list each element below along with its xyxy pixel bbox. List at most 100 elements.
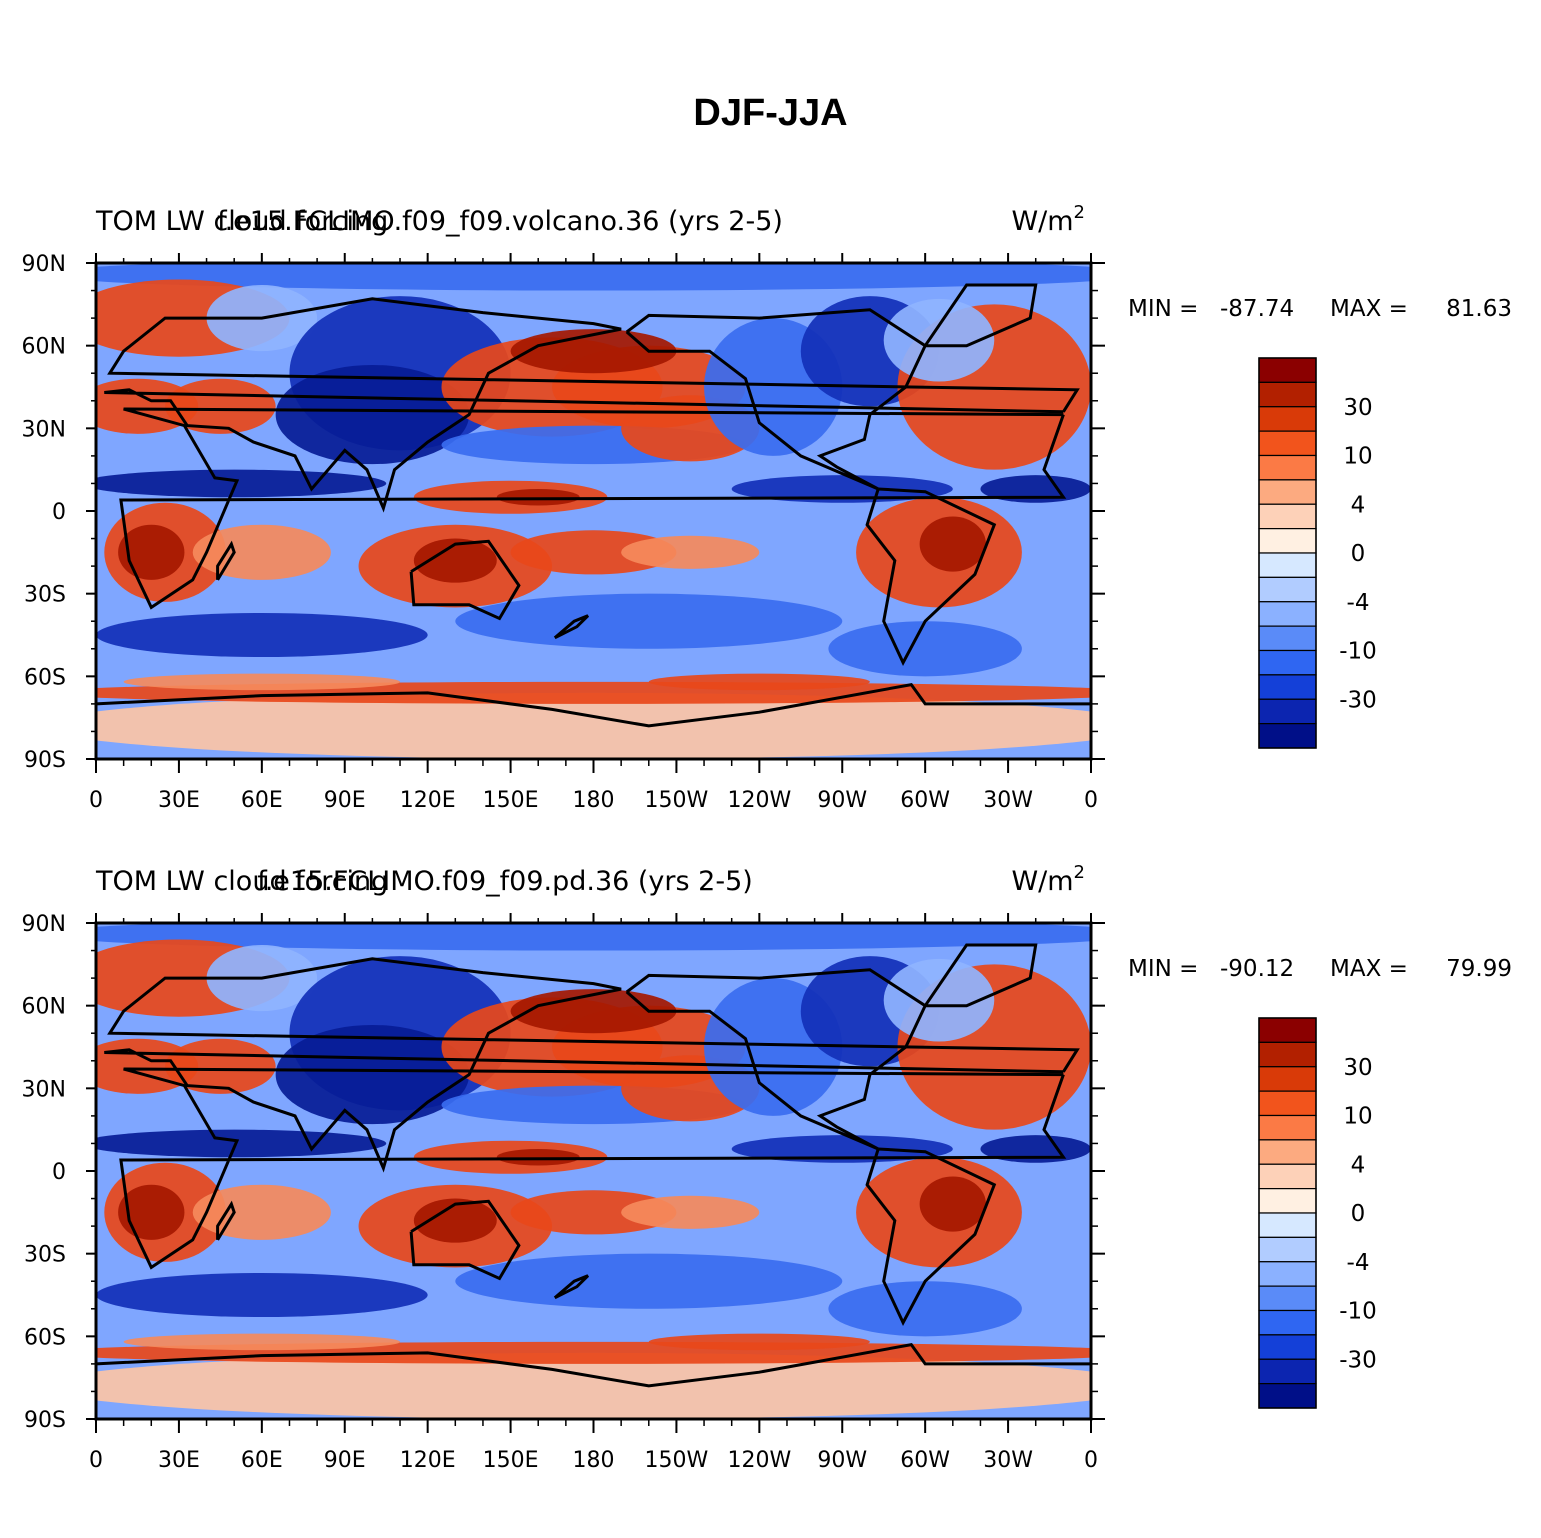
colorbar-label: -30 [1339,687,1377,713]
x-tick-label: 0 [89,1448,103,1473]
colorbar-swatch [1258,601,1317,627]
y-tick-label: 90N [22,912,66,937]
y-tick-label: 30S [24,1243,66,1268]
coastline [625,968,928,1151]
field-region [455,1253,843,1309]
x-tick-label: 30E [158,1448,200,1473]
colorbar-frame [1258,357,1317,749]
x-tick-label: 30W [983,788,1033,813]
y-tick-label: 60S [24,1325,66,1350]
panel-0-left-label: TOM LW cloud forcing [95,206,388,237]
coastline [216,540,236,581]
colorbar-swatch [1258,1236,1317,1263]
panel-1-units-sup: 2 [1074,862,1085,883]
coastline [104,957,1080,1173]
colorbar-swatch [1258,430,1317,457]
field-region [883,298,995,382]
field-region [510,530,677,575]
field-region [96,612,428,658]
coastline [104,297,1080,513]
field-region [413,1198,497,1243]
colorbar-label: 0 [1351,1201,1366,1227]
colorbar-swatch [1258,1041,1317,1068]
y-tick-label: 30N [22,417,66,442]
panel-0-units: W/m2 [1011,202,1085,237]
y-tick-label: 60S [24,665,66,690]
x-tick-label: 120W [727,788,791,813]
colorbar-swatch [1258,698,1317,725]
colorbar-swatch [1258,1066,1317,1092]
coastline [409,1199,521,1281]
x-tick-label: 90W [817,1448,867,1473]
colorbar-label: 0 [1351,541,1366,567]
colorbar-swatch [1258,1212,1317,1238]
x-tick-label: 60E [241,788,283,813]
page-title: DJF-JJA [693,92,848,134]
field-region [123,673,401,691]
y-tick-label: 60N [22,335,66,360]
field-region [165,1038,276,1094]
field-region [275,1024,470,1125]
colorbar-swatch [1258,552,1317,578]
field-region [496,1148,580,1166]
panel-1-units-base: W/m [1011,866,1073,897]
field-region [496,488,580,506]
x-tick-label: 180 [573,1448,615,1473]
field-region [919,516,986,572]
field-region [275,364,470,465]
panel-1-map [96,923,1091,1419]
coastline [216,1200,236,1241]
colorbar-swatch [1258,381,1317,408]
field-region [731,1135,953,1163]
panel-0-map [96,263,1091,759]
coastline [625,308,928,491]
colorbar-swatch [1258,357,1317,383]
coastline [96,682,1091,728]
coastline [923,283,1038,348]
panel-1-center-label: f.e15.FCLIMO.f09_f09.pd.36 (yrs 2-5) [257,866,753,897]
x-tick-label: 0 [1084,1448,1098,1473]
colorbar-label: -10 [1339,1299,1377,1325]
x-tick-label: 90W [817,788,867,813]
field-region [413,538,497,583]
coastline [865,487,997,666]
field-region [96,1352,1091,1419]
field-region [96,263,1091,291]
y-tick-label: 90N [22,252,66,277]
colorbar-swatch [1258,1358,1317,1385]
field-region [621,535,760,569]
field-region [118,524,185,580]
colorbar-swatch [1258,406,1317,432]
y-tick-label: 30S [24,583,66,608]
x-tick-label: 60W [900,1448,950,1473]
field-region [648,673,870,691]
panel-0-max-label: MAX = [1330,296,1408,322]
x-tick-label: 30W [983,1448,1033,1473]
colorbar-swatch [1258,674,1317,700]
panel-1-coastlines [96,943,1091,1388]
y-tick-label: 30N [22,1077,66,1102]
panel-0-units-base: W/m [1011,206,1073,237]
colorbar-swatch [1258,1285,1317,1312]
field-region [123,1333,401,1351]
colorbar-label: 4 [1351,1152,1366,1178]
colorbar-label: -4 [1347,590,1370,616]
x-tick-label: 60W [900,788,950,813]
panel-1-max-value: 79.99 [1446,956,1512,982]
colorbar-swatch [1258,1017,1317,1043]
field-region [96,692,1091,759]
x-tick-label: 150E [483,1448,539,1473]
panel-0-axes: 0 30E 60E 90E 120E 150E 180 150W 120W 90W 60W 30W 09… [22,252,1105,813]
colorbar-label: 30 [1343,1055,1372,1081]
panel-0-colorbar: 30 10 4 0 -4 -10 -30 [1258,357,1377,749]
panel-1-min-value: -90.12 [1220,956,1294,982]
coastline [865,1147,997,1326]
panel-0: TOM LW cloud forcing f.e15.FCLIMO.f09_f0… [22,202,1512,813]
panel-0-units-sup: 2 [1074,202,1085,223]
field-region [648,1333,870,1351]
field-region [828,1281,1022,1337]
x-tick-label: 120E [400,788,456,813]
colorbar-label: -30 [1339,1347,1377,1373]
field-region [96,923,1091,951]
